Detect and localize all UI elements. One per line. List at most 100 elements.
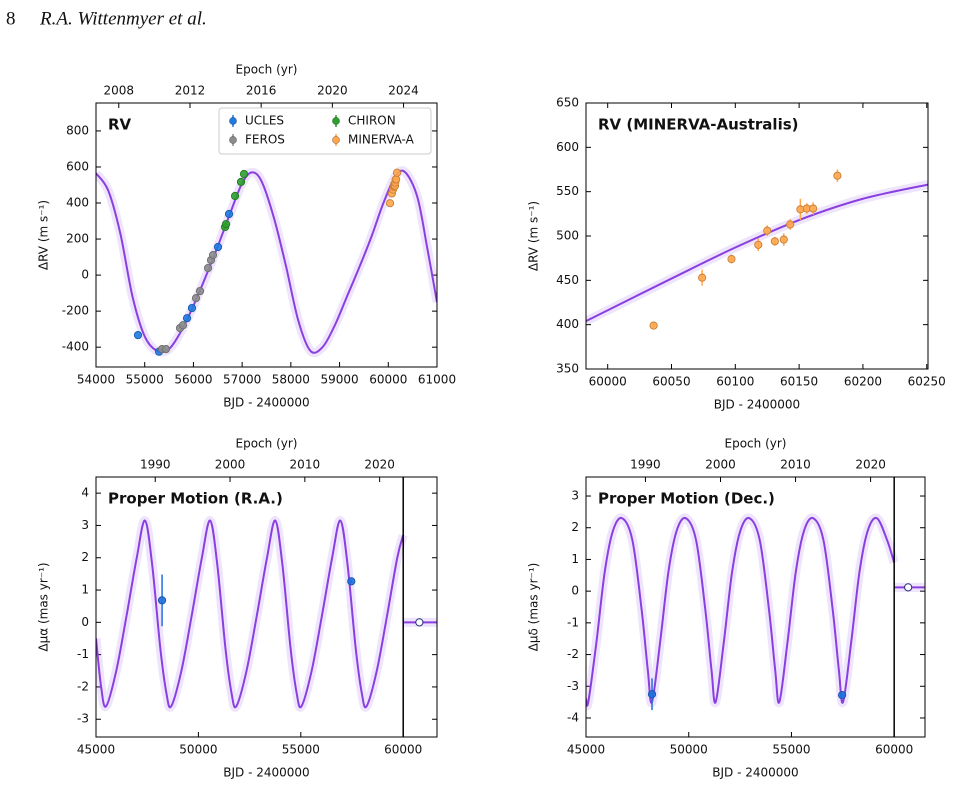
x2-tick-label: 2000	[215, 458, 246, 472]
x-axis-label: BJD - 2400000	[714, 398, 800, 412]
legend-marker	[228, 116, 238, 126]
x-tick-label: 60000	[369, 373, 407, 387]
y-tick-label: 4	[81, 486, 89, 500]
legend-box	[218, 107, 432, 155]
data-point	[833, 171, 842, 180]
data-point-edge	[754, 240, 763, 249]
x-axis-label: BJD - 2400000	[712, 766, 798, 780]
y-tick-label: 1	[81, 583, 89, 597]
panel-title: Proper Motion (Dec.)	[598, 490, 775, 508]
model-line	[586, 183, 928, 323]
data-point	[221, 219, 231, 229]
data-point	[385, 199, 395, 208]
model-line	[96, 169, 437, 354]
y-axis-label: ΔRV (m s⁻¹)	[37, 200, 51, 270]
model-band	[586, 180, 928, 326]
x2-tick-label: 1990	[630, 458, 661, 472]
data-point-edge	[240, 170, 249, 179]
x-tick-label: 45000	[567, 743, 605, 757]
y-tick-label: 200	[66, 232, 89, 246]
y-tick-label: 0	[81, 615, 89, 629]
x-tick-label: 60250	[908, 375, 946, 389]
data-point	[809, 204, 818, 213]
x-tick-label: 50000	[670, 743, 708, 757]
x-tick-label: 60000	[384, 743, 422, 757]
y-axis-label: ΔRV (m s⁻¹)	[527, 201, 541, 271]
data-point	[770, 237, 779, 246]
data-point-edge	[347, 577, 356, 586]
data-point-edge	[649, 321, 658, 330]
data-point-edge	[222, 220, 231, 229]
y-tick-label: 3	[571, 489, 579, 503]
model-band	[586, 513, 899, 711]
data-point-edge	[179, 321, 188, 330]
y-tick-label: 2	[81, 550, 89, 564]
x-tick-label: 60000	[875, 743, 913, 757]
data-point-edge	[386, 199, 395, 208]
y-tick-label: 500	[556, 229, 579, 243]
y-axis-label: Δμα (mas yr⁻¹)	[37, 562, 51, 651]
x-tick-label: 54000	[77, 373, 115, 387]
model-line	[96, 519, 405, 709]
y-tick-label: 0	[571, 584, 579, 598]
x2-tick-label: 2012	[175, 84, 206, 98]
y-tick-label: -4	[567, 710, 579, 724]
data-point	[191, 294, 201, 303]
data-point	[208, 250, 218, 260]
y-tick-label: 800	[66, 123, 89, 137]
page-number: 8	[6, 8, 16, 29]
data-point-edge	[209, 251, 218, 260]
legend-marker	[331, 116, 341, 126]
data-point-edge	[779, 235, 788, 244]
y-axis-label: Δμδ (mas yr⁻¹)	[527, 563, 541, 652]
data-point	[904, 583, 913, 592]
x2-tick-label: 2024	[388, 84, 419, 98]
x-tick-label: 58000	[272, 373, 310, 387]
data-point	[178, 321, 188, 330]
data-point	[157, 596, 167, 605]
data-point	[187, 303, 197, 313]
x2-tick-label: 2008	[104, 84, 135, 98]
data-point	[727, 254, 736, 264]
y-tick-label: 450	[556, 273, 579, 287]
y-tick-label: 3	[81, 518, 89, 532]
data-point-edge	[838, 691, 847, 700]
x2-axis-label: Epoch (yr)	[236, 437, 298, 451]
data-point	[347, 577, 356, 586]
model-line	[586, 516, 896, 707]
data-point	[133, 331, 143, 340]
data-point	[754, 240, 763, 249]
data-point-edge	[133, 331, 142, 340]
x-tick-label: 60050	[652, 375, 690, 389]
data-point-edge	[214, 242, 223, 251]
y-tick-label: 550	[556, 184, 579, 198]
legend-label: MINERVA-A	[348, 133, 415, 147]
data-point-edge	[809, 204, 818, 213]
y-tick-label: 600	[556, 140, 579, 154]
data-point-edge	[393, 168, 402, 177]
legend-marker	[331, 135, 341, 145]
y-tick-label: -200	[62, 304, 89, 318]
legend-label: UCLES	[245, 114, 284, 128]
y-tick-label: 400	[556, 317, 579, 331]
data-point-edge	[162, 345, 171, 354]
data-point-edge	[833, 171, 842, 180]
data-point	[647, 690, 657, 699]
data-point-edge	[786, 220, 795, 229]
x-tick-label: 50000	[179, 743, 217, 757]
x2-tick-label: 2020	[855, 458, 886, 472]
data-point	[239, 169, 249, 179]
y-tick-label: 600	[66, 159, 89, 173]
x-tick-label: 60200	[844, 375, 882, 389]
y-tick-label: -3	[567, 679, 579, 693]
data-point	[161, 345, 171, 354]
axes-frame	[95, 102, 438, 368]
model-band	[96, 516, 408, 712]
data-point-edge	[196, 287, 205, 296]
data-point	[224, 209, 234, 219]
data-point	[392, 168, 402, 177]
x2-tick-label: 2020	[317, 84, 348, 98]
y-tick-label: -1	[77, 647, 89, 661]
data-point	[763, 226, 772, 235]
